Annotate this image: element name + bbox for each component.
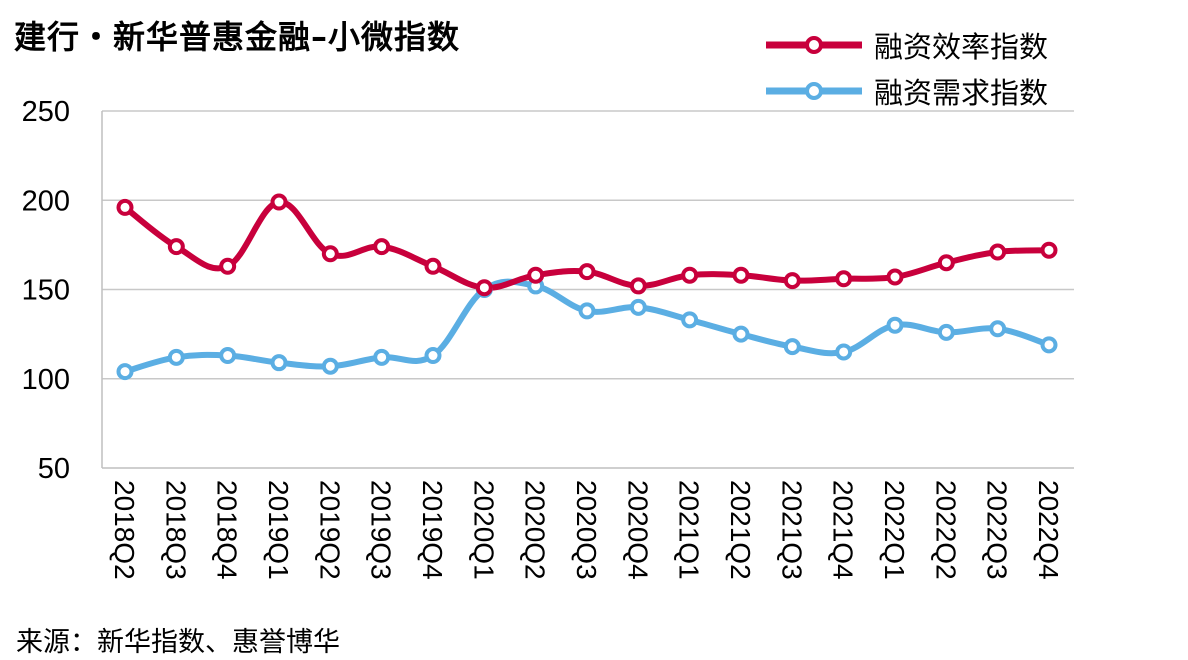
x-tick-2020Q1: 2020Q1 xyxy=(468,480,499,580)
point-0-2021Q4 xyxy=(835,270,853,288)
point-1-2018Q2 xyxy=(116,363,134,381)
point-1-2022Q4 xyxy=(1040,336,1058,354)
x-tick-2019Q4: 2019Q4 xyxy=(417,480,448,580)
point-1-2021Q2 xyxy=(732,325,750,343)
x-tick-2020Q2: 2020Q2 xyxy=(520,480,551,580)
point-1-2019Q4 xyxy=(424,347,442,365)
x-tick-2018Q4: 2018Q4 xyxy=(212,480,243,580)
x-tick-2021Q1: 2021Q1 xyxy=(674,480,705,580)
legend-item-demand: 融资需求指数 xyxy=(766,68,1048,114)
point-1-2020Q4 xyxy=(629,298,647,316)
x-tick-2022Q2: 2022Q2 xyxy=(930,480,961,580)
x-tick-2019Q1: 2019Q1 xyxy=(263,480,294,580)
x-tick-2018Q2: 2018Q2 xyxy=(109,480,140,580)
point-1-2022Q2 xyxy=(937,323,955,341)
legend: 融资效率指数 融资需求指数 xyxy=(766,22,1048,114)
point-0-2019Q3 xyxy=(373,238,391,256)
legend-item-efficiency: 融资效率指数 xyxy=(766,22,1048,68)
x-tick-2018Q3: 2018Q3 xyxy=(160,480,191,580)
x-tick-2022Q4: 2022Q4 xyxy=(1033,480,1064,580)
series-line-1 xyxy=(122,278,1052,375)
point-0-2020Q3 xyxy=(578,263,596,281)
series-markers xyxy=(116,193,1058,381)
y-tick-250: 250 xyxy=(22,96,70,128)
point-0-2018Q2 xyxy=(116,198,134,216)
point-0-2021Q2 xyxy=(732,266,750,284)
point-0-2019Q4 xyxy=(424,257,442,275)
point-0-2022Q2 xyxy=(937,254,955,272)
point-0-2022Q1 xyxy=(886,268,904,286)
x-tick-labels: 2018Q2 2018Q3 2018Q4 2019Q1 2019Q2 2019Q3 2019… xyxy=(109,480,1064,580)
point-1-2021Q1 xyxy=(681,311,699,329)
point-0-2019Q1 xyxy=(270,193,288,211)
point-0-2021Q3 xyxy=(783,272,801,290)
point-1-2019Q2 xyxy=(321,357,339,375)
point-1-2022Q1 xyxy=(886,316,904,334)
y-tick-150: 150 xyxy=(22,275,70,307)
point-1-2018Q3 xyxy=(167,348,185,366)
x-tick-2020Q4: 2020Q4 xyxy=(622,480,653,580)
point-0-2020Q2 xyxy=(527,266,545,284)
point-0-2020Q4 xyxy=(629,277,647,295)
x-tick-2020Q3: 2020Q3 xyxy=(571,480,602,580)
point-0-2022Q3 xyxy=(989,243,1007,261)
x-tick-2022Q1: 2022Q1 xyxy=(879,480,910,580)
x-tick-2021Q3: 2021Q3 xyxy=(776,480,807,580)
x-tick-2022Q3: 2022Q3 xyxy=(982,480,1013,580)
point-0-2021Q1 xyxy=(681,266,699,284)
point-0-2018Q3 xyxy=(167,238,185,256)
point-0-2020Q1 xyxy=(475,279,493,297)
y-tick-50: 50 xyxy=(38,453,70,485)
y-tick-100: 100 xyxy=(22,364,70,396)
legend-swatch-efficiency xyxy=(766,36,862,54)
legend-swatch-demand xyxy=(766,82,862,100)
point-0-2022Q4 xyxy=(1040,241,1058,259)
series-lines xyxy=(122,199,1052,375)
x-tick-2021Q4: 2021Q4 xyxy=(828,480,859,580)
point-1-2021Q3 xyxy=(783,338,801,356)
point-1-2021Q4 xyxy=(835,343,853,361)
legend-label-demand: 融资需求指数 xyxy=(874,76,1049,110)
y-tick-labels: 50 100 150 200 250 xyxy=(22,96,70,485)
source-note: 来源：新华指数、惠誉博华 xyxy=(16,627,340,658)
x-tick-2019Q3: 2019Q3 xyxy=(366,480,397,580)
x-tick-2021Q2: 2021Q2 xyxy=(725,480,756,580)
point-1-2022Q3 xyxy=(989,320,1007,338)
point-0-2018Q4 xyxy=(219,257,237,275)
point-1-2019Q3 xyxy=(373,348,391,366)
point-1-2020Q3 xyxy=(578,302,596,320)
axes xyxy=(101,111,1074,469)
grid-lines xyxy=(102,110,1074,380)
x-tick-2019Q2: 2019Q2 xyxy=(314,480,345,580)
point-1-2019Q1 xyxy=(270,354,288,372)
legend-label-efficiency: 融资效率指数 xyxy=(874,30,1049,64)
y-tick-200: 200 xyxy=(22,185,70,217)
point-0-2019Q2 xyxy=(321,245,339,263)
chart-title: 建行・新华普惠金融–小微指数 xyxy=(14,18,461,56)
point-1-2018Q4 xyxy=(219,347,237,365)
